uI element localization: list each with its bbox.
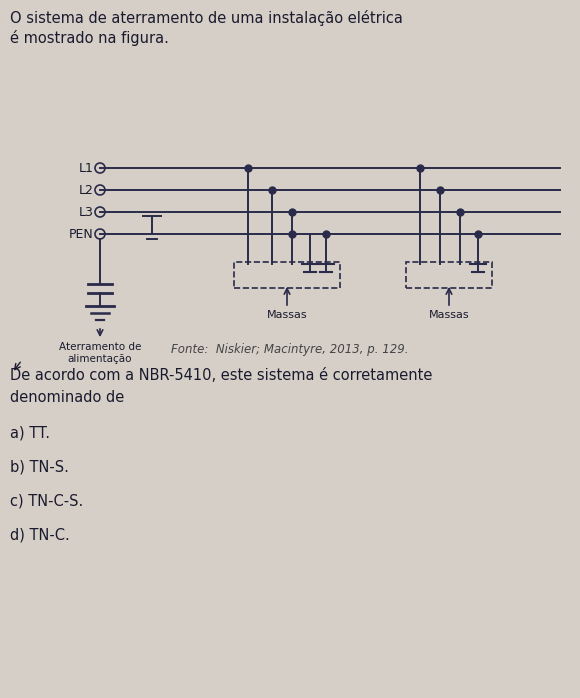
- Text: L2: L2: [79, 184, 94, 197]
- Text: Aterramento de
alimentação: Aterramento de alimentação: [59, 342, 141, 364]
- Text: L3: L3: [79, 205, 94, 218]
- Text: b) TN-S.: b) TN-S.: [10, 460, 69, 475]
- Text: O sistema de aterramento de uma instalação elétrica: O sistema de aterramento de uma instalaç…: [10, 10, 403, 26]
- Text: d) TN-C.: d) TN-C.: [10, 528, 70, 543]
- Bar: [406, 262, 492, 288]
- Text: c) TN-C-S.: c) TN-C-S.: [10, 494, 84, 509]
- Text: a) TT.: a) TT.: [10, 426, 50, 441]
- Text: L1: L1: [79, 161, 94, 174]
- Text: De acordo com a NBR-5410, este sistema é corretamente
denominado de: De acordo com a NBR-5410, este sistema é…: [10, 368, 432, 406]
- Bar: [234, 262, 340, 288]
- Text: é mostrado na figura.: é mostrado na figura.: [10, 30, 169, 46]
- Text: Massas: Massas: [267, 310, 307, 320]
- Text: Massas: Massas: [429, 310, 469, 320]
- Text: Fonte:  Niskier; Macintyre, 2013, p. 129.: Fonte: Niskier; Macintyre, 2013, p. 129.: [171, 343, 409, 356]
- Text: PEN: PEN: [69, 228, 94, 241]
